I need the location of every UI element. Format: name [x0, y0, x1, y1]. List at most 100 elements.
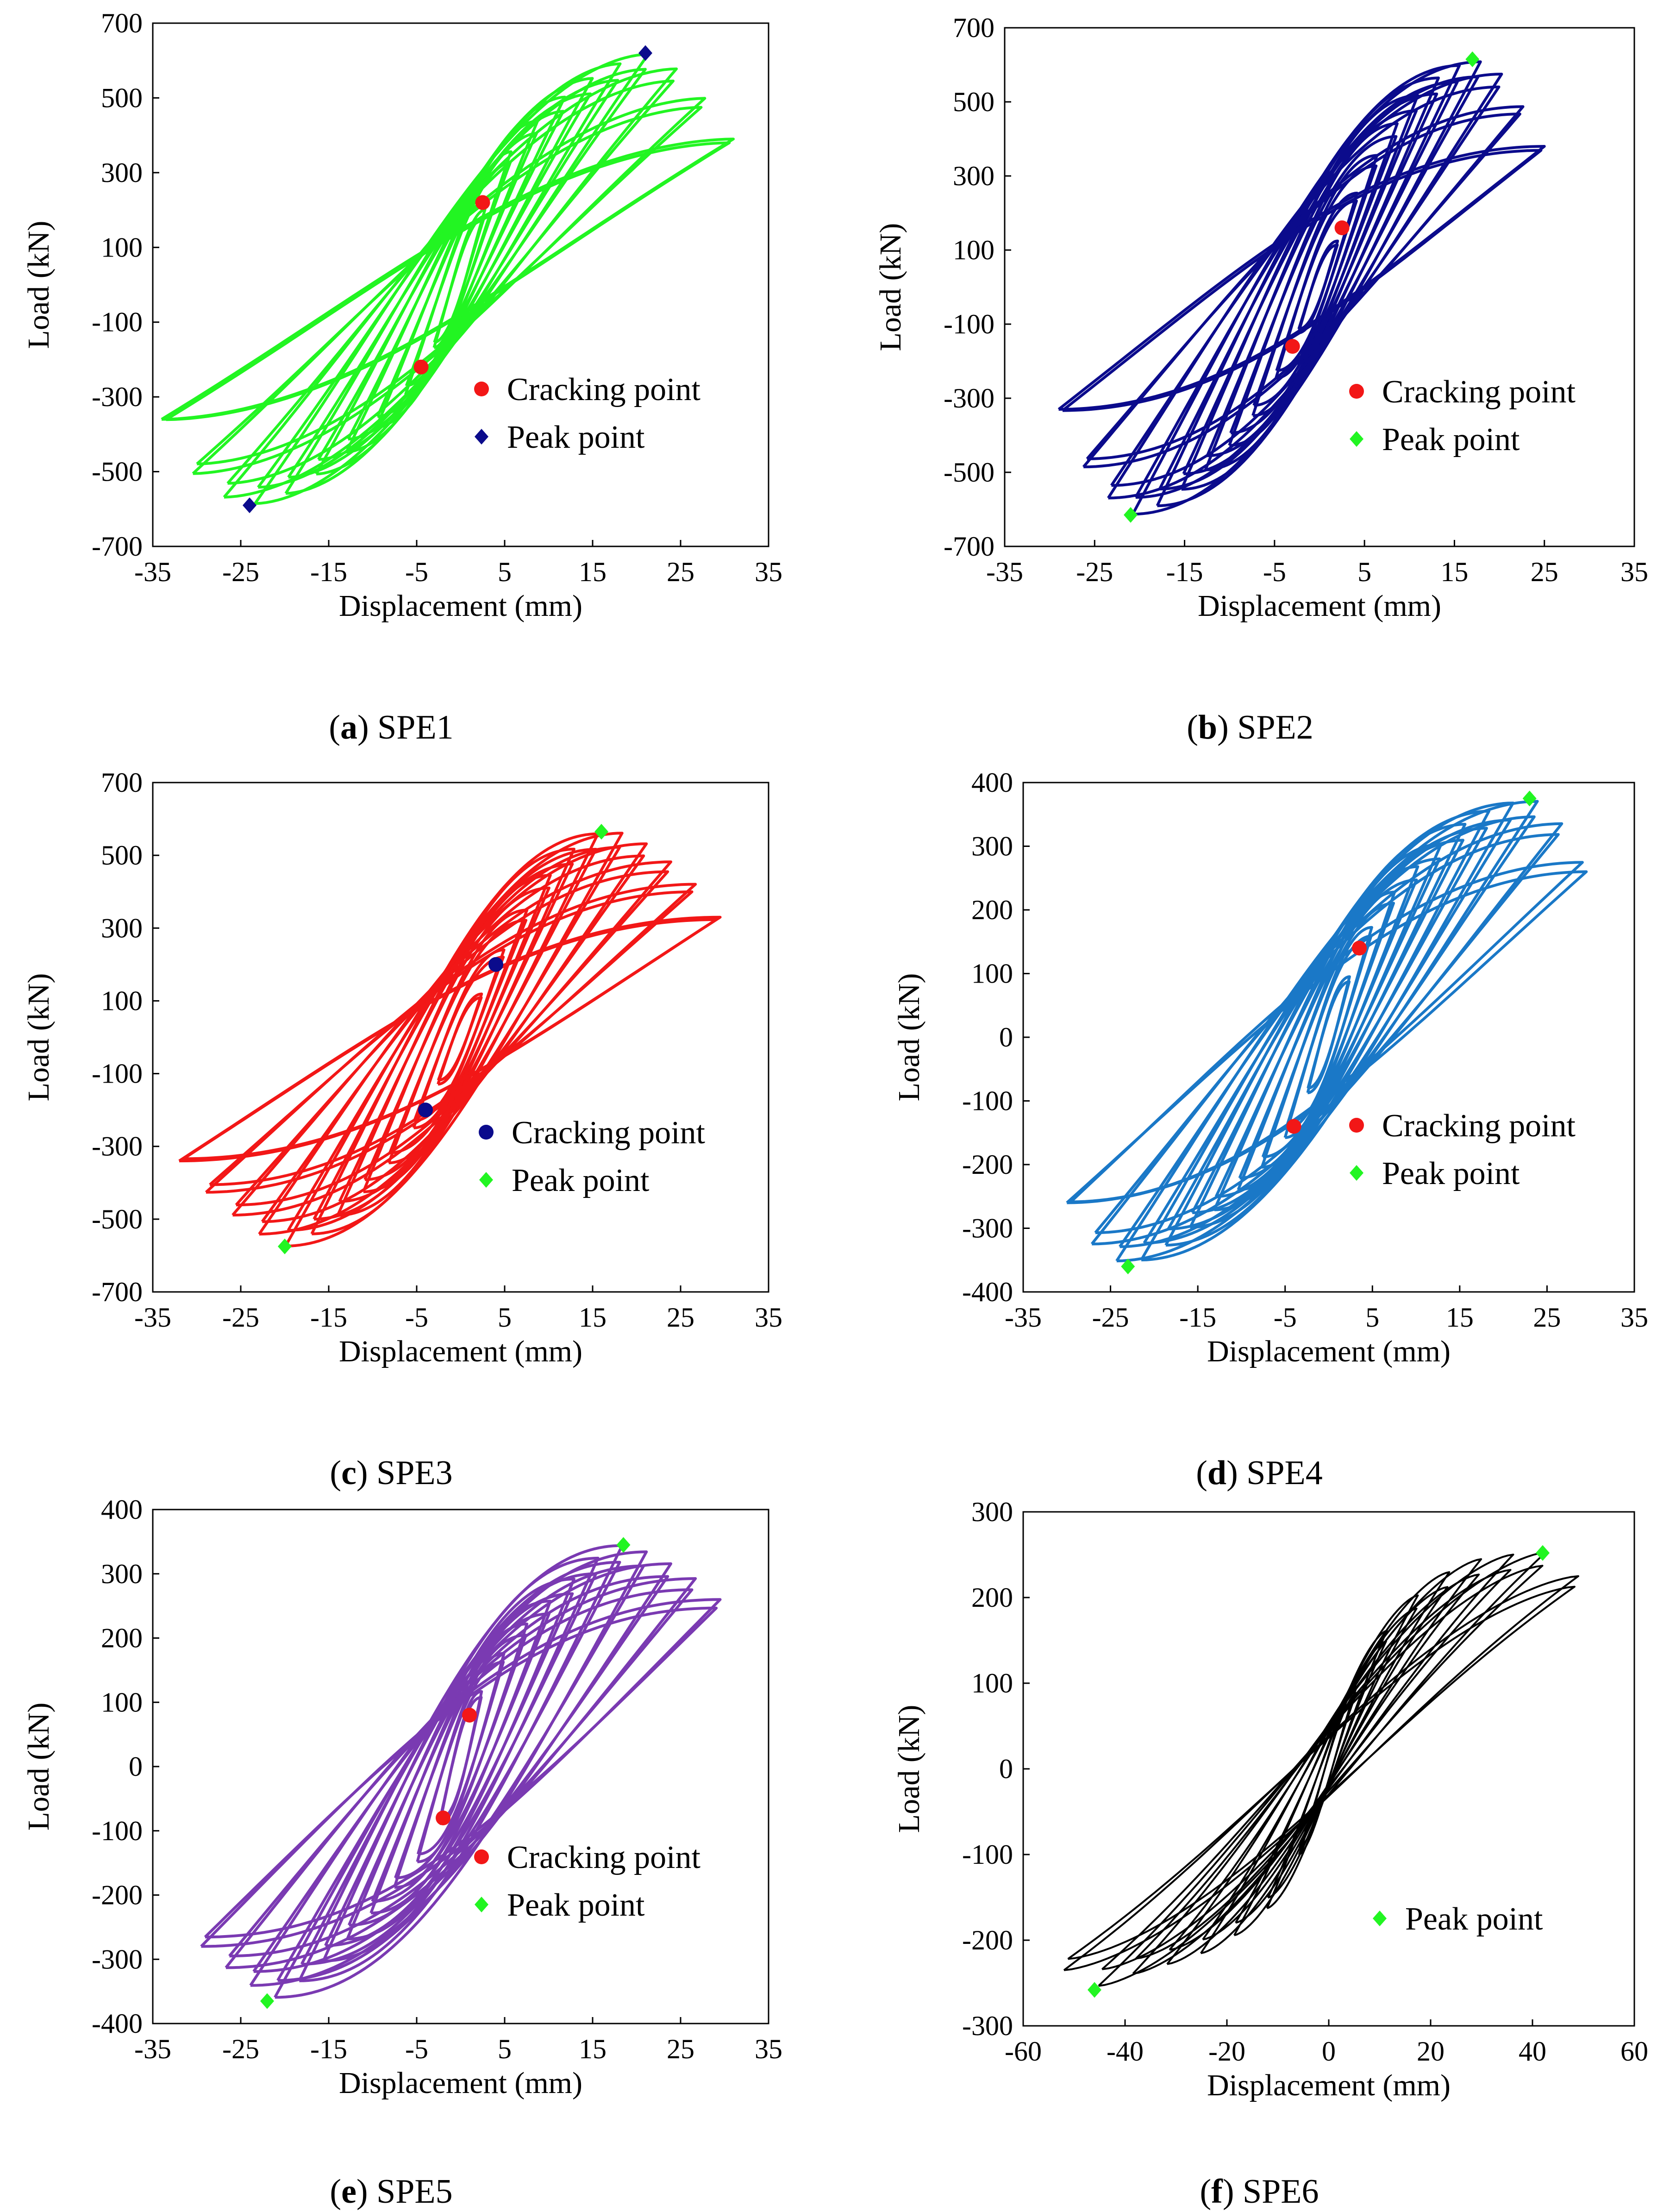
y-tick-label: 200 — [971, 1582, 1013, 1613]
y-tick-label: -300 — [92, 1944, 143, 1974]
y-tick-label: -200 — [92, 1880, 143, 1911]
y-tick-label: -100 — [962, 1086, 1013, 1116]
hysteresis-curves — [1063, 1551, 1579, 1987]
cracking-point-marker — [1285, 339, 1300, 354]
x-tick-label: -15 — [310, 1302, 347, 1333]
peak-point-marker — [594, 824, 608, 840]
peak-point-marker — [1536, 1545, 1550, 1561]
panel-caption: (e) SPE5 — [330, 2173, 452, 2211]
x-tick-label: -5 — [405, 1302, 428, 1333]
legend-label: Cracking point — [512, 1115, 706, 1151]
x-axis-label: Displacement (mm) — [339, 1335, 582, 1368]
x-tick-label: -25 — [222, 557, 259, 587]
y-tick-label: -700 — [944, 531, 994, 562]
cracking-point-marker — [436, 1811, 450, 1825]
y-axis-label: Load (kN) — [892, 1705, 926, 1833]
hysteresis-loop — [231, 860, 672, 1217]
y-tick-label: 300 — [971, 1497, 1013, 1527]
y-tick-label: 100 — [101, 232, 143, 263]
caption-letter: f — [1211, 2173, 1223, 2211]
x-tick-label: 5 — [498, 557, 512, 587]
caption-letter: b — [1198, 708, 1217, 746]
chart-panel-f: -60 -40 -20 0 20 40 60-300-200-1000100200300Di… — [892, 1497, 1648, 2211]
x-tick-label: -15 — [1166, 557, 1203, 587]
chart-panel-e: -35 -25 -15 -5 5 15 25 35 -400 -300 -200 -100 0 100 20… — [22, 1494, 782, 2211]
legend-diamond-marker — [475, 1897, 488, 1912]
hysteresis-loop — [1086, 113, 1521, 460]
y-tick-label: 300 — [101, 157, 143, 188]
y-tick-label: -100 — [92, 307, 143, 338]
caption-letter: e — [341, 2173, 356, 2211]
chart-panel-c: -35 -25 -15 -5 5 15 25 35 -700 -500 -300 -100 100 300… — [22, 767, 782, 1492]
y-tick-label: 0 — [129, 1751, 143, 1782]
y-tick-label: 300 — [101, 913, 143, 943]
y-tick-label: 300 — [971, 831, 1013, 862]
x-tick-label: -25 — [1092, 1302, 1129, 1333]
hysteresis-loop — [1119, 815, 1536, 1248]
panel-caption: (f) SPE6 — [1200, 2173, 1319, 2211]
cracking-point-marker — [1286, 1119, 1301, 1134]
legend-diamond-marker — [1350, 1165, 1363, 1181]
x-tick-label: -5 — [405, 2034, 428, 2064]
hysteresis-loop — [388, 919, 528, 1154]
y-tick-label: -100 — [92, 1816, 143, 1846]
caption-name: ) SPE2 — [1217, 708, 1313, 746]
peak-point-marker — [1465, 51, 1480, 67]
x-tick-label: 25 — [667, 557, 694, 587]
caption-name: ) SPE5 — [356, 2173, 453, 2211]
hysteresis-curves — [1057, 60, 1546, 516]
plot-frame — [152, 22, 769, 547]
legend-label: Peak point — [1382, 1156, 1520, 1191]
x-tick-label: 5 — [498, 1302, 512, 1333]
y-tick-label: 500 — [101, 840, 143, 871]
hysteresis-loop — [1110, 85, 1501, 487]
hysteresis-loop — [161, 138, 735, 421]
y-tick-label: 200 — [101, 1623, 143, 1654]
x-tick-label: -5 — [1274, 1302, 1297, 1333]
caption-name: ) SPE1 — [357, 708, 454, 746]
legend-diamond-marker — [479, 1172, 493, 1188]
legend-label: Peak point — [1405, 1901, 1543, 1937]
hysteresis-loop — [1135, 1569, 1512, 1960]
caption-paren: ( — [329, 708, 340, 746]
y-tick-label: -300 — [92, 1131, 143, 1162]
y-tick-label: -500 — [92, 457, 143, 487]
y-tick-label: 700 — [101, 8, 143, 38]
hysteresis-loop — [228, 1588, 694, 1958]
caption-paren: ( — [330, 2173, 341, 2211]
hysteresis-loop — [1275, 199, 1358, 372]
chart-panel-a: -35 -25 -15 -5 5 15 25 35 -700 -500 -300 -100 100 300… — [22, 8, 782, 746]
caption-paren: ( — [1200, 2173, 1212, 2211]
hysteresis-loop — [1069, 861, 1584, 1203]
y-tick-label: 200 — [971, 895, 1013, 925]
hysteresis-loop — [1297, 244, 1339, 331]
x-tick-label: 35 — [755, 1302, 782, 1333]
hysteresis-loop — [1062, 149, 1543, 412]
x-tick-label: 15 — [579, 1302, 607, 1333]
x-tick-label: 25 — [667, 2034, 694, 2064]
legend-label: Peak point — [507, 1887, 645, 1923]
y-axis-label: Load (kN) — [22, 1703, 56, 1831]
y-axis-label: Load (kN) — [22, 973, 56, 1102]
x-axis-label: Displacement (mm) — [1207, 2068, 1451, 2102]
legend-label: Peak point — [1382, 422, 1520, 457]
peak-point-marker — [243, 497, 256, 514]
x-tick-label: 40 — [1519, 2036, 1546, 2067]
hysteresis-loop — [226, 79, 675, 485]
cracking-point-marker — [462, 1708, 477, 1723]
x-tick-label: 15 — [579, 557, 607, 587]
legend-diamond-marker — [475, 429, 488, 445]
hysteresis-loop — [1235, 1607, 1418, 1924]
y-tick-label: -200 — [962, 1925, 1013, 1955]
legend-label: Cracking point — [507, 1840, 701, 1875]
hysteresis-loop — [1261, 902, 1395, 1159]
cracking-point-marker — [488, 957, 503, 972]
x-tick-label: 60 — [1620, 2036, 1648, 2067]
legend-circle-marker — [1349, 384, 1364, 399]
hysteresis-loop — [437, 996, 483, 1082]
caption-name: ) SPE6 — [1223, 2173, 1319, 2211]
x-tick-label: 20 — [1417, 2036, 1445, 2067]
hysteresis-loop — [235, 870, 669, 1207]
peak-point-marker — [1121, 1259, 1135, 1274]
cracking-point-marker — [418, 1103, 433, 1118]
